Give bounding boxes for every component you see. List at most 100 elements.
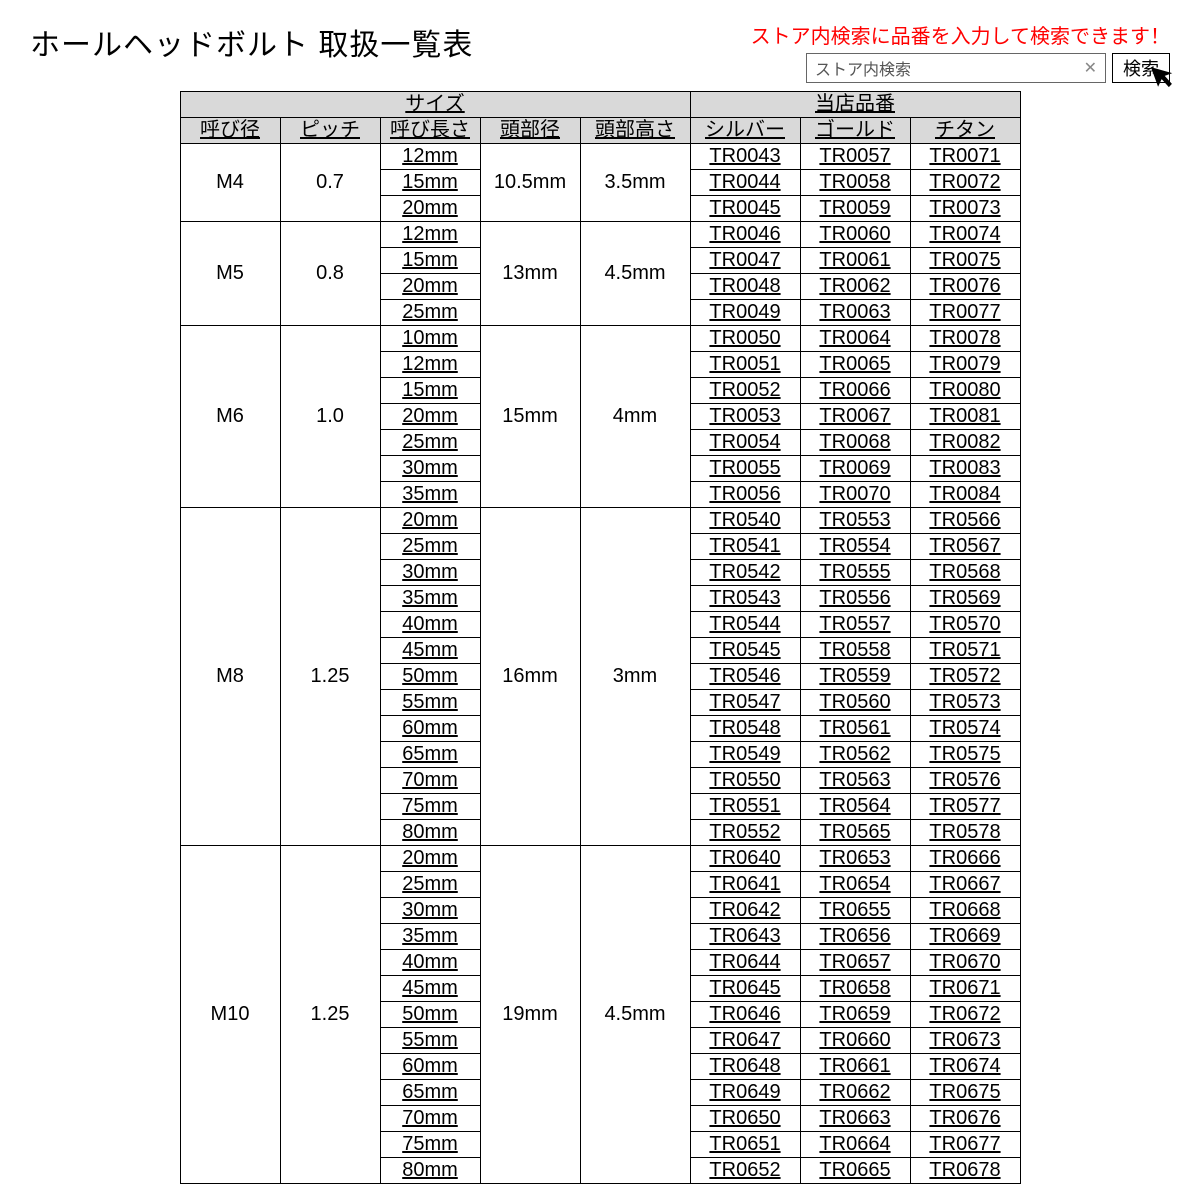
cell-titanium: TR0078 [910, 326, 1020, 352]
cell-diameter: M6 [180, 326, 280, 508]
cell-silver: TR0551 [690, 794, 800, 820]
cell-titanium: TR0071 [910, 144, 1020, 170]
cell-length: 50mm [380, 1002, 480, 1028]
cell-length: 65mm [380, 1080, 480, 1106]
cell-length: 35mm [380, 924, 480, 950]
cell-titanium: TR0566 [910, 508, 1020, 534]
cell-diameter: M8 [180, 508, 280, 846]
cell-gold: TR0655 [800, 898, 910, 924]
cell-length: 60mm [380, 1054, 480, 1080]
cell-head-height: 4.5mm [580, 222, 690, 326]
cell-titanium: TR0667 [910, 872, 1020, 898]
cell-titanium: TR0570 [910, 612, 1020, 638]
cell-titanium: TR0081 [910, 404, 1020, 430]
cell-length: 20mm [380, 508, 480, 534]
cell-silver: TR0650 [690, 1106, 800, 1132]
cell-gold: TR0555 [800, 560, 910, 586]
cell-length: 65mm [380, 742, 480, 768]
cell-length: 30mm [380, 456, 480, 482]
cell-silver: TR0552 [690, 820, 800, 846]
cell-length: 20mm [380, 274, 480, 300]
cell-titanium: TR0666 [910, 846, 1020, 872]
cell-length: 35mm [380, 482, 480, 508]
cell-silver: TR0649 [690, 1080, 800, 1106]
cell-titanium: TR0074 [910, 222, 1020, 248]
table-row: M61.010mm15mm4mmTR0050TR0064TR0078 [180, 326, 1020, 352]
cell-gold: TR0064 [800, 326, 910, 352]
cell-silver: TR0642 [690, 898, 800, 924]
cell-gold: TR0653 [800, 846, 910, 872]
cell-silver: TR0053 [690, 404, 800, 430]
cell-gold: TR0658 [800, 976, 910, 1002]
cell-titanium: TR0676 [910, 1106, 1020, 1132]
cell-head-diameter: 10.5mm [480, 144, 580, 222]
cell-gold: TR0558 [800, 638, 910, 664]
cell-titanium: TR0569 [910, 586, 1020, 612]
cell-titanium: TR0573 [910, 690, 1020, 716]
cell-silver: TR0640 [690, 846, 800, 872]
cell-gold: TR0665 [800, 1158, 910, 1184]
col-silver: シルバー [690, 118, 800, 144]
cell-length: 55mm [380, 1028, 480, 1054]
table-row: M40.712mm10.5mm3.5mmTR0043TR0057TR0071 [180, 144, 1020, 170]
cell-gold: TR0663 [800, 1106, 910, 1132]
cell-length: 70mm [380, 768, 480, 794]
cell-silver: TR0648 [690, 1054, 800, 1080]
table-row: M81.2520mm16mm3mmTR0540TR0553TR0566 [180, 508, 1020, 534]
cell-gold: TR0554 [800, 534, 910, 560]
cell-gold: TR0070 [800, 482, 910, 508]
cell-titanium: TR0073 [910, 196, 1020, 222]
cell-titanium: TR0672 [910, 1002, 1020, 1028]
cell-titanium: TR0575 [910, 742, 1020, 768]
cell-silver: TR0051 [690, 352, 800, 378]
cell-silver: TR0646 [690, 1002, 800, 1028]
table-row: M101.2520mm19mm4.5mmTR0640TR0653TR0666 [180, 846, 1020, 872]
cell-length: 12mm [380, 352, 480, 378]
cell-silver: TR0645 [690, 976, 800, 1002]
cell-length: 20mm [380, 846, 480, 872]
cell-pitch: 1.0 [280, 326, 380, 508]
cell-titanium: TR0671 [910, 976, 1020, 1002]
cell-titanium: TR0084 [910, 482, 1020, 508]
clear-icon[interactable]: ✕ [1084, 58, 1097, 78]
cell-length: 15mm [380, 248, 480, 274]
cell-gold: TR0563 [800, 768, 910, 794]
col-titanium: チタン [910, 118, 1020, 144]
cell-silver: TR0652 [690, 1158, 800, 1184]
cell-length: 55mm [380, 690, 480, 716]
cell-length: 10mm [380, 326, 480, 352]
col-head-diameter: 頭部径 [480, 118, 580, 144]
search-input[interactable]: ストア内検索 ✕ [806, 53, 1106, 83]
cell-gold: TR0559 [800, 664, 910, 690]
cell-titanium: TR0080 [910, 378, 1020, 404]
cell-titanium: TR0072 [910, 170, 1020, 196]
cell-head-height: 3.5mm [580, 144, 690, 222]
cell-silver: TR0056 [690, 482, 800, 508]
cell-pitch: 0.8 [280, 222, 380, 326]
cell-gold: TR0060 [800, 222, 910, 248]
table-row: M50.812mm13mm4.5mmTR0046TR0060TR0074 [180, 222, 1020, 248]
col-gold: ゴールド [800, 118, 910, 144]
cell-pitch: 1.25 [280, 846, 380, 1184]
cell-length: 35mm [380, 586, 480, 612]
cell-length: 50mm [380, 664, 480, 690]
cell-silver: TR0045 [690, 196, 800, 222]
cell-gold: TR0067 [800, 404, 910, 430]
cell-silver: TR0549 [690, 742, 800, 768]
cell-silver: TR0651 [690, 1132, 800, 1158]
cell-length: 45mm [380, 976, 480, 1002]
cell-silver: TR0550 [690, 768, 800, 794]
cell-titanium: TR0576 [910, 768, 1020, 794]
cell-silver: TR0044 [690, 170, 800, 196]
cell-titanium: TR0076 [910, 274, 1020, 300]
cell-length: 25mm [380, 872, 480, 898]
cell-titanium: TR0674 [910, 1054, 1020, 1080]
cell-titanium: TR0568 [910, 560, 1020, 586]
cell-gold: TR0659 [800, 1002, 910, 1028]
table-column-header-row: 呼び径 ピッチ 呼び長さ 頭部径 頭部高さ シルバー ゴールド チタン [180, 118, 1020, 144]
cell-titanium: TR0571 [910, 638, 1020, 664]
search-hint: ストア内検索に品番を入力して検索できます！ [751, 20, 1170, 49]
col-head-height: 頭部高さ [580, 118, 690, 144]
cell-silver: TR0055 [690, 456, 800, 482]
table-group-header-row: サイズ 当店品番 [180, 92, 1020, 118]
